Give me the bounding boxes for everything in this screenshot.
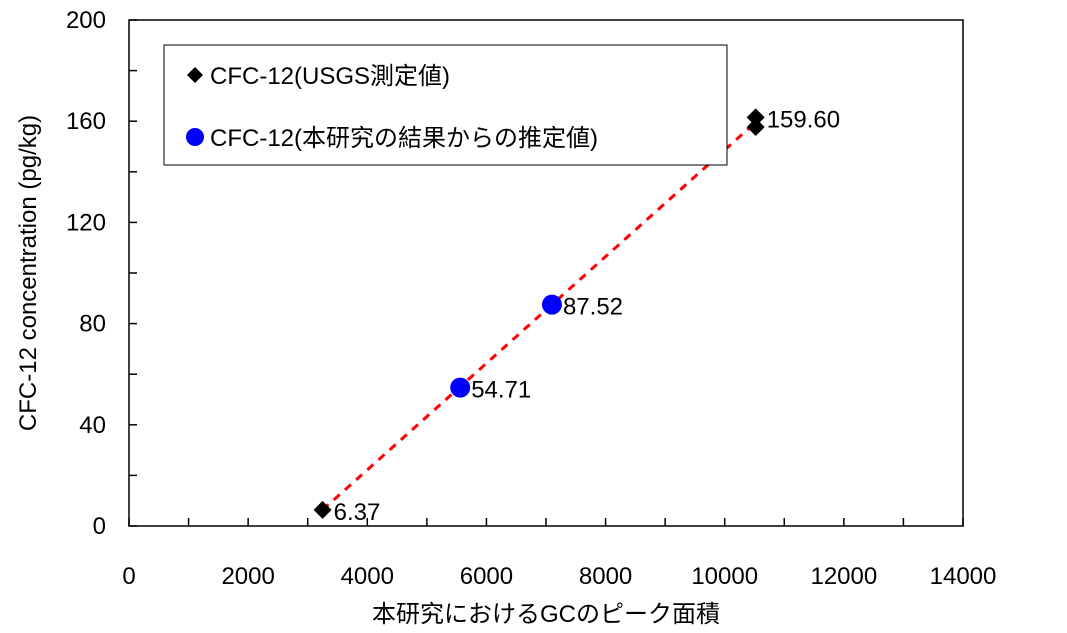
x-tick-label: 0 <box>122 563 135 590</box>
legend-box <box>163 44 728 166</box>
y-tick-label: 80 <box>79 311 106 338</box>
y-tick-label: 160 <box>66 108 106 135</box>
data-label: 87.52 <box>563 294 623 321</box>
data-point-diamond <box>746 118 765 137</box>
x-tick-label: 4000 <box>341 563 394 590</box>
x-tick-label: 12000 <box>810 563 877 590</box>
x-tick-label: 6000 <box>460 563 513 590</box>
x-axis-ticks: 0 2000 4000 6000 8000 10000 12000 14000 <box>122 518 996 590</box>
legend-label-estimate: CFC-12(本研究の結果からの推定値) <box>210 125 598 152</box>
data-point-diamond <box>746 108 765 127</box>
trendline-layer <box>321 121 757 512</box>
data-point-diamond <box>313 500 332 519</box>
y-tick-label: 200 <box>66 7 106 34</box>
data-points-layer <box>313 108 765 519</box>
x-axis-title: 本研究におけるGCのピーク面積 <box>372 601 720 628</box>
data-label: 6.37 <box>334 499 381 526</box>
data-point-circle <box>450 377 471 398</box>
data-labels-layer: 6.37 159.60 54.71 87.52 <box>334 106 840 525</box>
trendline <box>321 121 757 512</box>
legend-label-usgs: CFC-12(USGS測定値) <box>210 63 450 90</box>
y-axis-ticks: 0 40 80 120 160 200 <box>66 7 137 540</box>
data-point-circle <box>541 294 562 315</box>
data-label: 159.60 <box>767 106 840 133</box>
y-axis-title: CFC-12 concentration (pg/kg) <box>15 115 42 431</box>
legend: CFC-12(USGS測定値) CFC-12(本研究の結果からの推定値) <box>163 44 728 166</box>
y-tick-label: 120 <box>66 209 106 236</box>
x-tick-label: 10000 <box>691 563 758 590</box>
x-tick-label: 14000 <box>930 563 997 590</box>
x-tick-label: 2000 <box>221 563 274 590</box>
data-label: 54.71 <box>471 377 531 404</box>
legend-circle-marker <box>186 128 204 146</box>
legend-diamond-marker <box>187 67 203 83</box>
y-tick-label: 40 <box>79 412 106 439</box>
x-tick-label: 8000 <box>579 563 632 590</box>
y-tick-label: 0 <box>93 513 106 540</box>
